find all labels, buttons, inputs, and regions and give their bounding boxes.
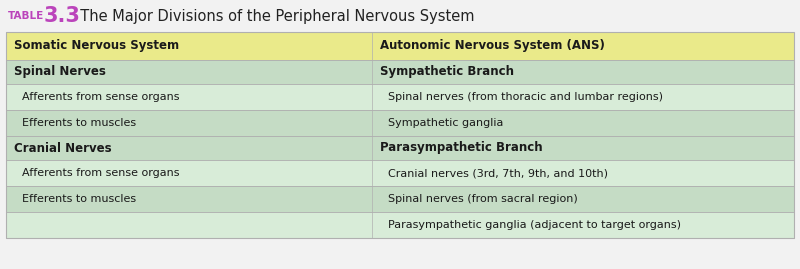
Bar (6, 160, 794, 186)
Text: Spinal nerves (from thoracic and lumbar regions): Spinal nerves (from thoracic and lumbar … (388, 92, 663, 102)
Text: Afferents from sense organs: Afferents from sense organs (22, 168, 179, 178)
Bar (6, 136, 794, 160)
Bar (6, 60, 794, 84)
Bar (6, 110, 794, 136)
Bar (6, 212, 794, 238)
Text: Parasympathetic ganglia (adjacent to target organs): Parasympathetic ganglia (adjacent to tar… (388, 220, 681, 230)
Text: TABLE: TABLE (8, 11, 44, 21)
Text: Afferents from sense organs: Afferents from sense organs (22, 92, 179, 102)
Text: Somatic Nervous System: Somatic Nervous System (14, 40, 179, 52)
Text: Parasympathetic Branch: Parasympathetic Branch (380, 141, 542, 154)
Text: Efferents to muscles: Efferents to muscles (22, 194, 136, 204)
Text: The Major Divisions of the Peripheral Nervous System: The Major Divisions of the Peripheral Ne… (71, 9, 474, 23)
Text: Spinal Nerves: Spinal Nerves (14, 65, 106, 79)
Bar (6, 84, 794, 110)
Text: 3.3: 3.3 (44, 6, 81, 26)
Text: Autonomic Nervous System (ANS): Autonomic Nervous System (ANS) (380, 40, 605, 52)
Bar (6, 186, 794, 212)
Text: Cranial nerves (3rd, 7th, 9th, and 10th): Cranial nerves (3rd, 7th, 9th, and 10th) (388, 168, 608, 178)
Text: Sympathetic ganglia: Sympathetic ganglia (388, 118, 503, 128)
Text: Spinal nerves (from sacral region): Spinal nerves (from sacral region) (388, 194, 578, 204)
Text: Cranial Nerves: Cranial Nerves (14, 141, 112, 154)
Bar (6, 32, 794, 60)
Text: Efferents to muscles: Efferents to muscles (22, 118, 136, 128)
Bar (6, 32, 794, 238)
Text: Sympathetic Branch: Sympathetic Branch (380, 65, 514, 79)
